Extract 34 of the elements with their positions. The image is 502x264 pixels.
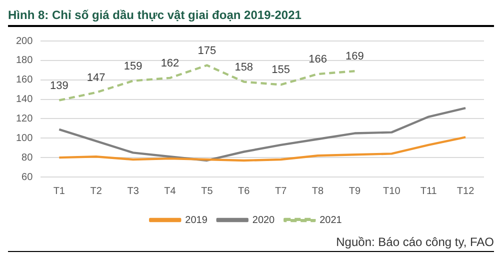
y-tick-label: 120 — [16, 113, 34, 124]
data-label: 159 — [124, 60, 142, 72]
chart-title: Hình 8: Chỉ số giá dầu thực vật giai đoạn 2019-2021 — [8, 8, 494, 27]
legend-label: 2019 — [185, 214, 208, 226]
y-tick-label: 180 — [16, 55, 34, 66]
legend-label: 2020 — [252, 214, 276, 226]
x-tick-label: T2 — [90, 186, 102, 197]
y-tick-label: 160 — [16, 74, 34, 86]
text: Nguồn: Báo cáo công ty, FAO — [8, 235, 494, 249]
x-tick-label: T6 — [238, 186, 250, 197]
x-tick-label: T1 — [53, 186, 66, 197]
x-tick-label: T3 — [127, 186, 140, 197]
x-tick-label: T4 — [164, 186, 176, 197]
x-tick-label: T12 — [456, 186, 475, 197]
legend-label: 2021 — [320, 214, 342, 226]
data-label: 147 — [86, 72, 106, 84]
x-tick-label: T8 — [312, 186, 324, 197]
data-label: 139 — [50, 80, 68, 92]
x-tick-label: T9 — [348, 186, 361, 197]
x-tick-label: T11 — [420, 186, 438, 197]
y-tick-label: 140 — [16, 94, 34, 106]
y-tick-label: 200 — [16, 36, 34, 47]
data-label: 158 — [234, 61, 254, 74]
y-tick-label: 100 — [16, 132, 34, 144]
x-tick-label: T5 — [201, 186, 214, 197]
data-label: 162 — [160, 57, 180, 70]
data-label: 166 — [308, 54, 327, 66]
data-label: 155 — [272, 64, 290, 76]
y-tick-label: 80 — [22, 152, 34, 164]
data-label: 175 — [198, 44, 216, 57]
data-label: 169 — [346, 50, 364, 63]
x-tick-label: T10 — [383, 186, 401, 197]
y-tick-label: 60 — [22, 172, 34, 183]
x-tick-label: T7 — [274, 186, 288, 197]
